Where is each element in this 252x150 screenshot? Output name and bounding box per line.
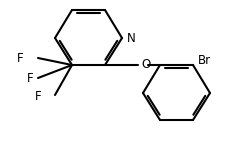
Text: F: F	[17, 51, 23, 64]
Text: Br: Br	[197, 54, 210, 68]
Text: N: N	[127, 32, 135, 45]
Text: O: O	[140, 58, 150, 72]
Text: F: F	[26, 72, 33, 84]
Text: F: F	[35, 90, 41, 104]
